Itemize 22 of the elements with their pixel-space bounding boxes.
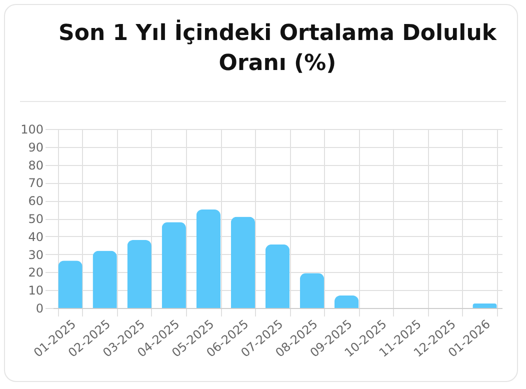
- bar: [127, 240, 152, 308]
- y-tick-label: 90: [28, 140, 44, 154]
- y-tick-label: 60: [28, 194, 44, 208]
- y-tick-label: 70: [28, 176, 44, 190]
- bar: [162, 222, 186, 308]
- y-tick-label: 80: [28, 158, 44, 172]
- bar: [230, 216, 256, 308]
- bar: [196, 210, 221, 308]
- bar: [334, 295, 359, 308]
- bar: [58, 260, 82, 308]
- bar: [265, 244, 290, 308]
- bar: [92, 250, 117, 308]
- y-tick-label: 0: [36, 302, 44, 316]
- y-tick-label: 40: [28, 230, 44, 244]
- y-tick-label: 50: [28, 212, 44, 226]
- bar: [472, 304, 497, 308]
- y-tick-label: 10: [28, 284, 44, 298]
- chart-title: Son 1 Yıl İçindeki Ortalama Doluluk Oranı (%): [58, 19, 498, 76]
- bar: [300, 273, 324, 308]
- y-tick-label: 20: [28, 266, 44, 280]
- y-tick-label: 100: [20, 122, 44, 136]
- y-tick-label: 30: [28, 248, 44, 262]
